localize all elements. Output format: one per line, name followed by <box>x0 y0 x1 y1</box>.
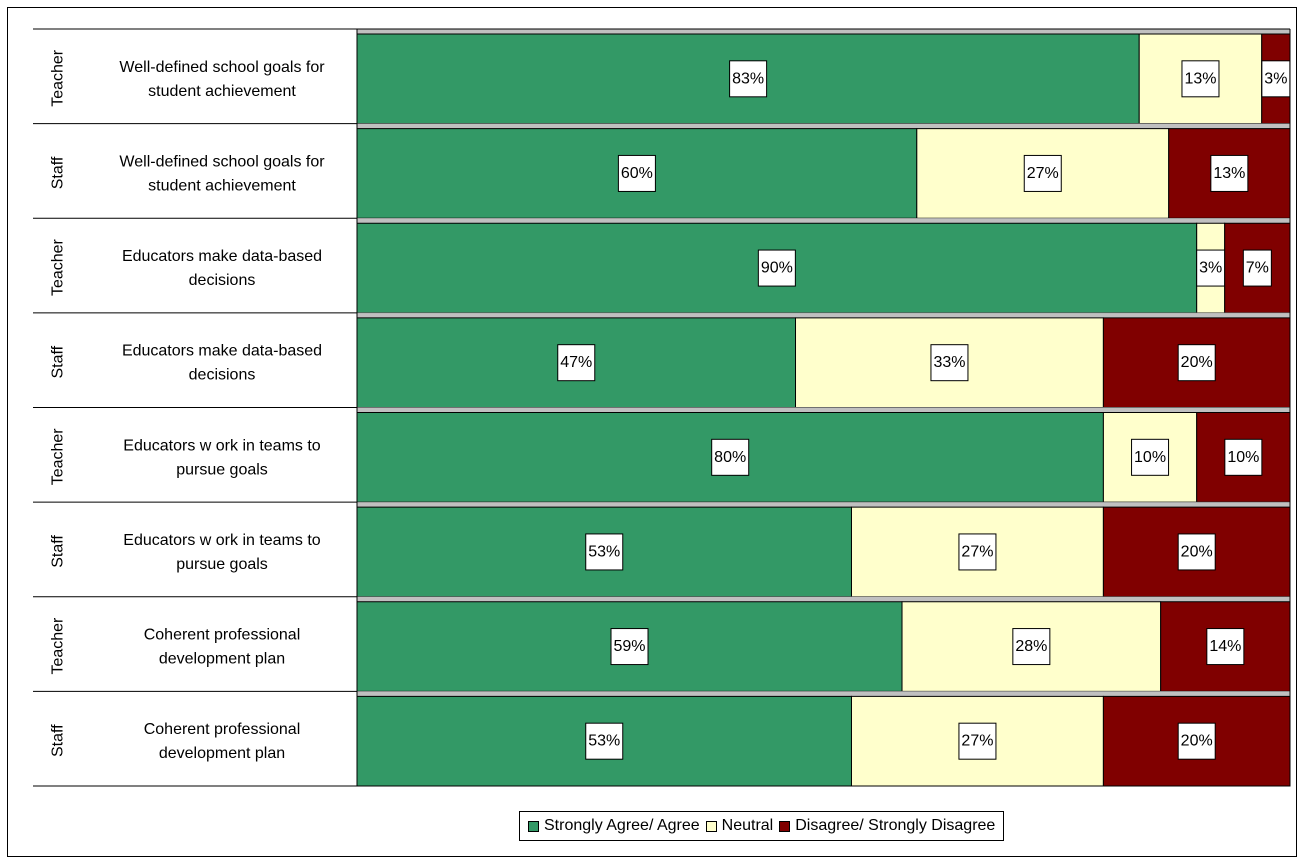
category-label: decisions <box>189 272 256 289</box>
group-label: Teacher <box>50 238 67 296</box>
data-label: 60% <box>621 165 653 182</box>
data-label: 7% <box>1246 260 1269 277</box>
category-label: Educators make data-based <box>122 343 322 360</box>
data-label: 53% <box>588 733 620 750</box>
legend-label-agree: Strongly Agree/ Agree <box>544 817 700 835</box>
chart-legend: Strongly Agree/ Agree Neutral Disagree/ … <box>519 811 1004 841</box>
data-label: 13% <box>1184 70 1216 87</box>
category-label: Coherent professional <box>144 721 301 738</box>
legend-swatch-neutral <box>706 821 717 832</box>
legend-item-disagree: Disagree/ Strongly Disagree <box>779 817 995 835</box>
group-label: Staff <box>50 724 67 757</box>
group-label: Teacher <box>50 49 67 107</box>
data-label: 83% <box>732 70 764 87</box>
legend-item-agree: Strongly Agree/ Agree <box>528 817 700 835</box>
data-label: 27% <box>1027 165 1059 182</box>
group-label: Staff <box>50 535 67 568</box>
data-label: 10% <box>1134 449 1166 466</box>
category-label: development plan <box>159 745 285 762</box>
row-separator <box>357 29 1290 34</box>
row-separator <box>357 408 1290 413</box>
group-label: Staff <box>50 345 67 378</box>
data-label: 59% <box>613 638 645 655</box>
legend-label-disagree: Disagree/ Strongly Disagree <box>795 817 995 835</box>
category-label: Educators w ork in teams to <box>123 437 321 454</box>
category-label: pursue goals <box>176 556 268 573</box>
data-label: 28% <box>1015 638 1047 655</box>
category-label: decisions <box>189 367 256 384</box>
data-label: 47% <box>560 354 592 371</box>
legend-swatch-disagree <box>779 821 790 832</box>
data-label: 90% <box>761 260 793 277</box>
group-label: Teacher <box>50 428 67 486</box>
data-label: 10% <box>1227 449 1259 466</box>
row-separator <box>357 218 1290 223</box>
group-label: Teacher <box>50 617 67 675</box>
row-separator <box>357 313 1290 318</box>
legend-label-neutral: Neutral <box>722 817 774 835</box>
category-label: development plan <box>159 651 285 668</box>
data-label: 14% <box>1209 638 1241 655</box>
category-label: Educators w ork in teams to <box>123 532 321 549</box>
category-label: Coherent professional <box>144 627 301 644</box>
legend-swatch-agree <box>528 821 539 832</box>
data-label: 20% <box>1181 543 1213 560</box>
data-label: 3% <box>1264 70 1287 87</box>
category-label: Educators make data-based <box>122 248 322 265</box>
data-label: 53% <box>588 543 620 560</box>
category-label: student achievement <box>148 177 296 194</box>
data-label: 80% <box>714 449 746 466</box>
data-label: 27% <box>961 733 993 750</box>
category-label: Well-defined school goals for <box>119 59 325 76</box>
data-label: 27% <box>961 543 993 560</box>
category-label: pursue goals <box>176 461 268 478</box>
row-separator <box>357 502 1290 507</box>
data-label: 20% <box>1181 354 1213 371</box>
data-label: 13% <box>1213 165 1245 182</box>
category-label: Well-defined school goals for <box>119 153 325 170</box>
data-label: 20% <box>1181 733 1213 750</box>
row-separator <box>357 691 1290 696</box>
row-separator <box>357 124 1290 129</box>
data-label: 3% <box>1199 260 1222 277</box>
data-label: 33% <box>933 354 965 371</box>
category-label: student achievement <box>148 83 296 100</box>
row-separator <box>357 597 1290 602</box>
group-label: Staff <box>50 156 67 189</box>
legend-item-neutral: Neutral <box>706 817 774 835</box>
